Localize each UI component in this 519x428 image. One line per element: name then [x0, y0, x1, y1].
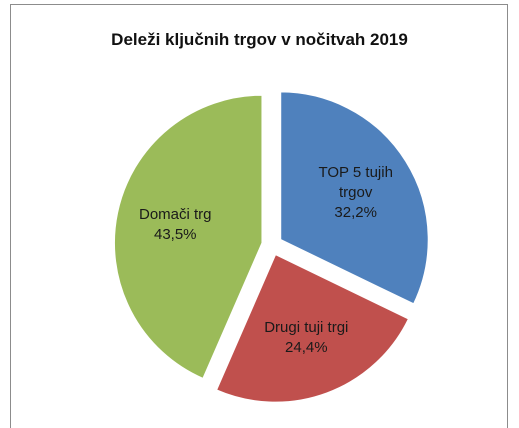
slice-label: TOP 5 tujih trgov 32,2%: [304, 163, 408, 223]
pie-slice: [215, 253, 410, 404]
slice-label: Drugi tuji trgi 24,4%: [254, 318, 358, 358]
slice-category: TOP 5 tujih trgov: [318, 163, 393, 201]
slice-value: 43,5%: [153, 225, 197, 243]
slice-category: Domači trg: [139, 205, 212, 223]
slice-category: Drugi tuji trgi: [264, 318, 349, 336]
pie-slice: [113, 94, 263, 380]
pie-slice: [279, 90, 430, 306]
chart-title: Deleži ključnih trgov v nočitvah 2019: [111, 30, 408, 49]
slice-value: 32,2%: [334, 203, 377, 221]
slice-value: 24,4%: [285, 338, 328, 356]
slice-label: Domači trg 43,5%: [123, 205, 227, 245]
